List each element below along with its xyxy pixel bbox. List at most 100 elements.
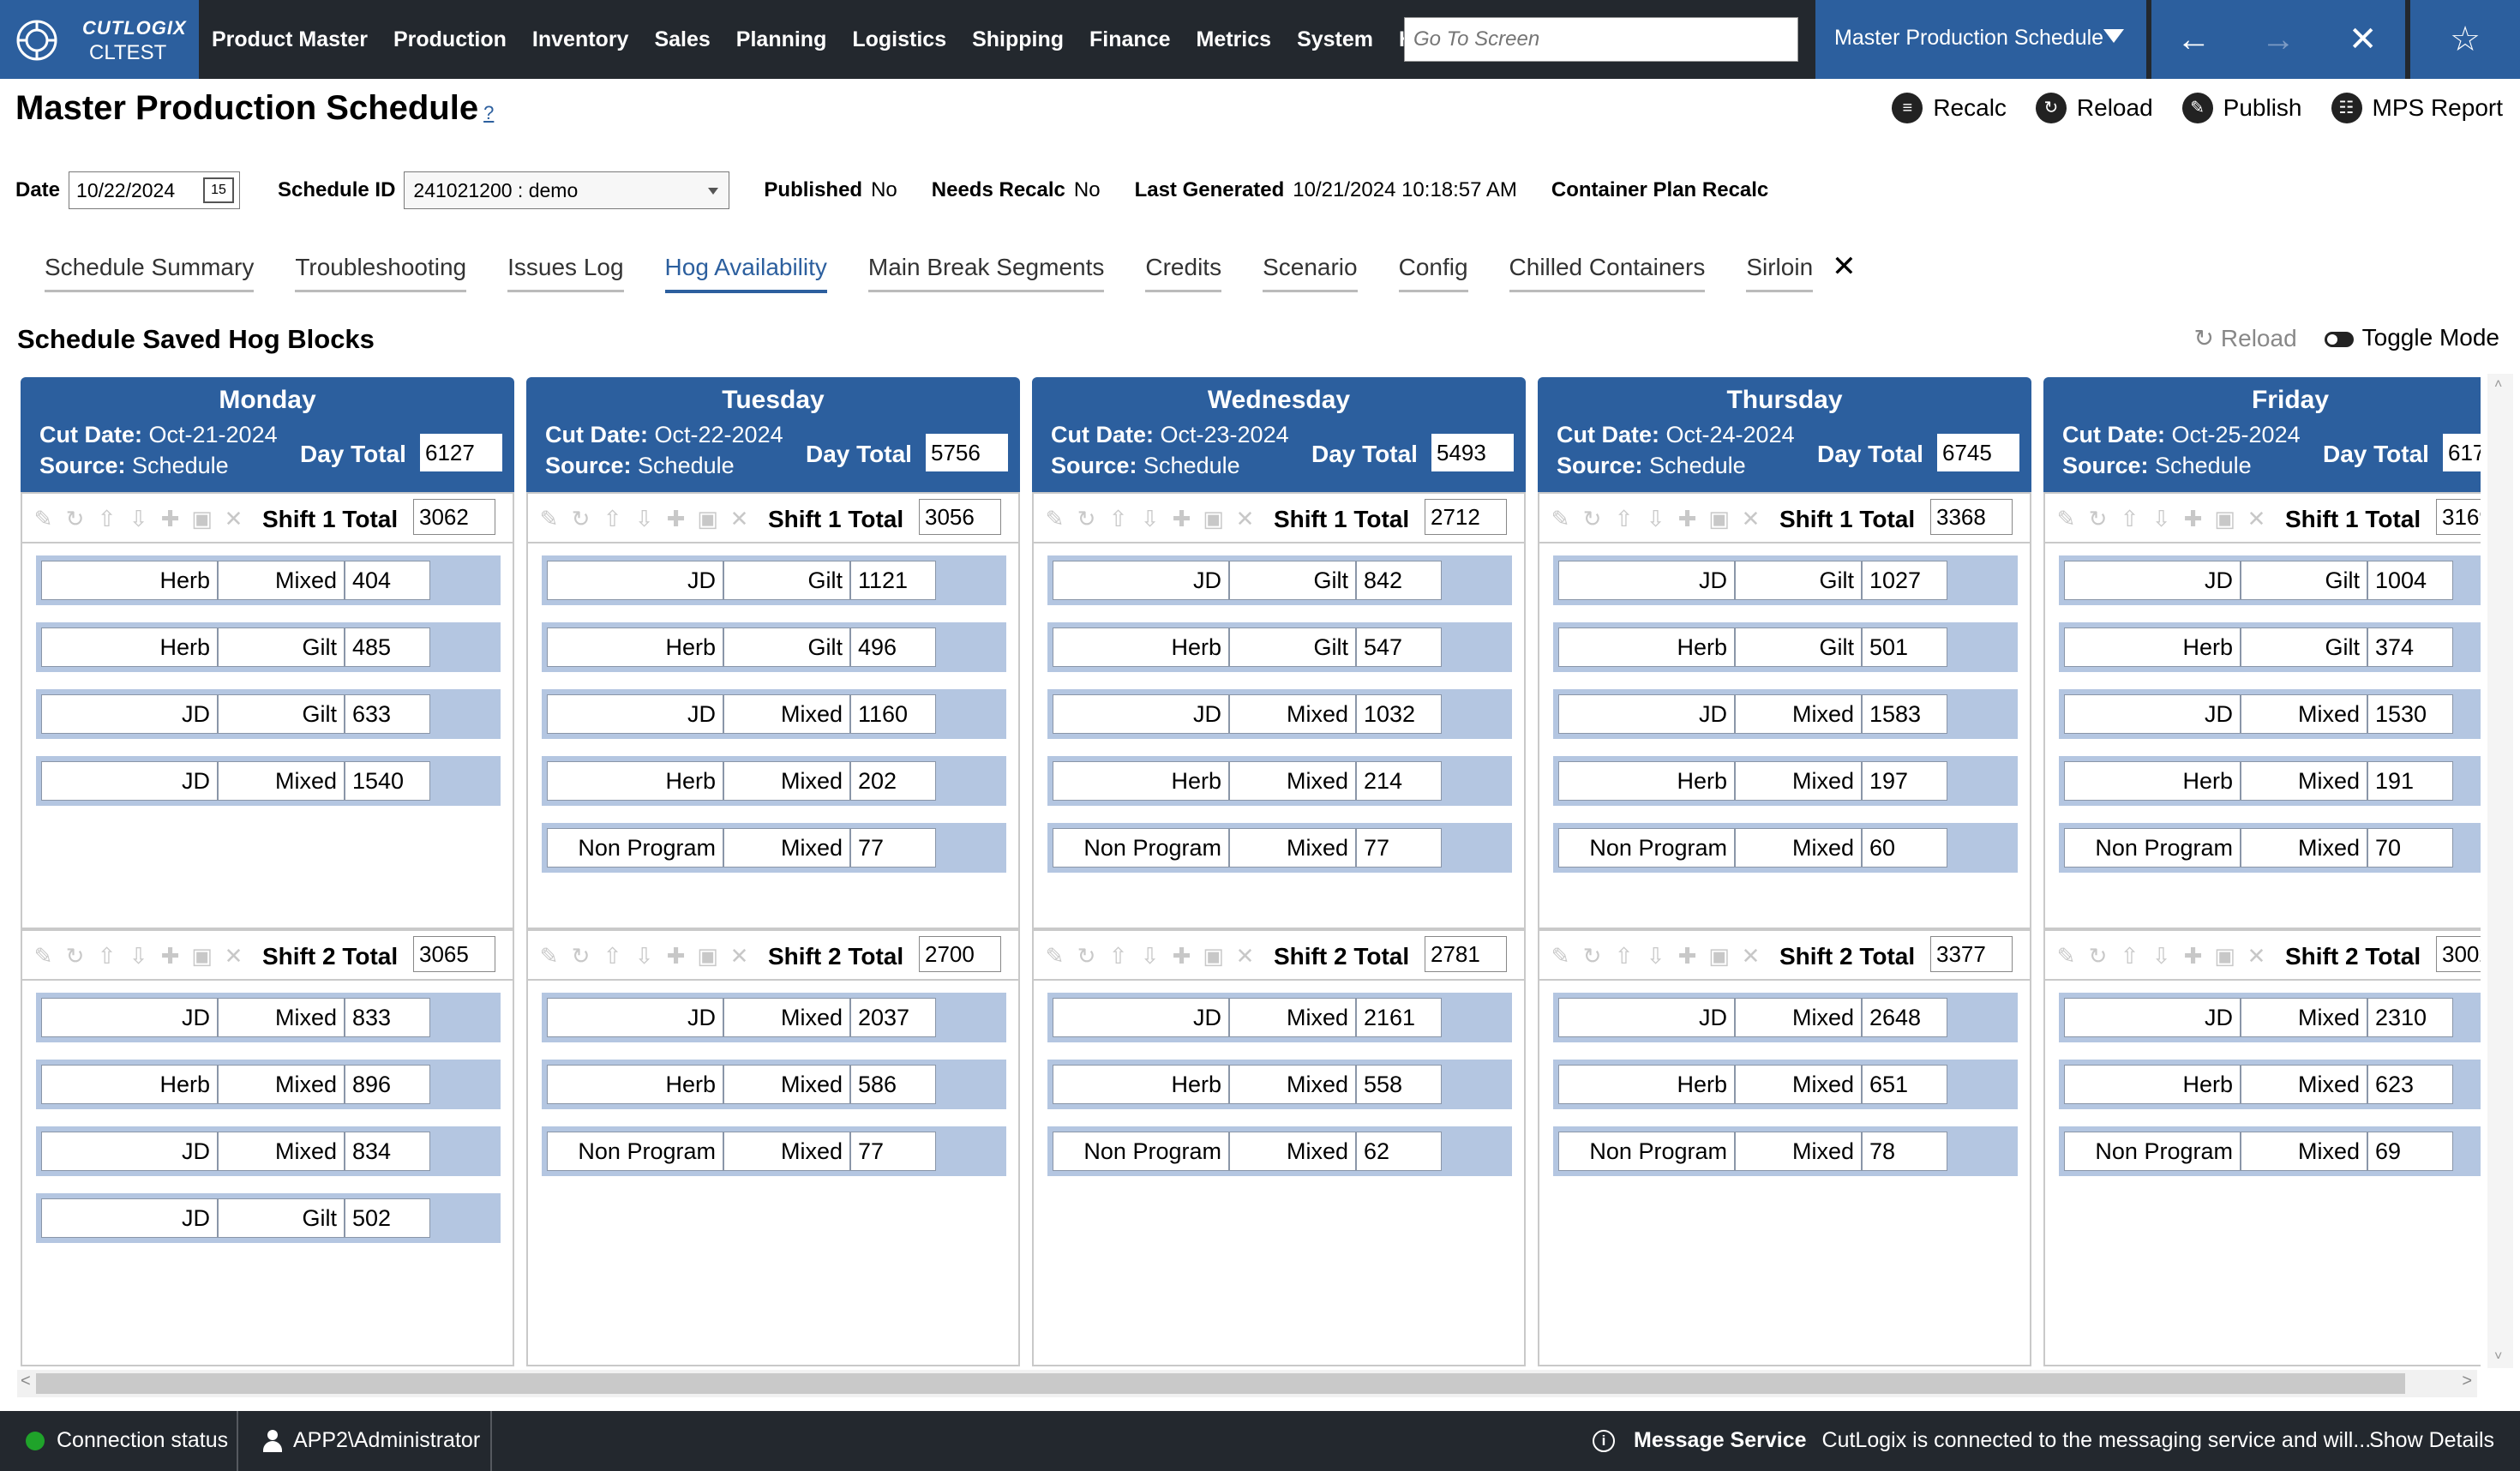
hog-sex-field[interactable]: Gilt [1735,627,1862,667]
edit-icon[interactable]: ✎ [33,943,53,969]
menu-production[interactable]: Production [393,27,507,51]
hog-count-field[interactable]: 191 [2367,761,2453,801]
hog-count-field[interactable]: 202 [850,761,936,801]
hog-sex-field[interactable]: Mixed [1229,761,1356,801]
move-up-icon[interactable]: ⇧ [603,943,622,969]
edit-icon[interactable]: ✎ [1045,506,1065,531]
add-icon[interactable]: ✚ [2183,506,2203,531]
shift-total-field[interactable]: 3065 [413,936,495,972]
hog-sex-field[interactable]: Gilt [218,627,345,667]
move-up-icon[interactable]: ⇧ [1108,506,1128,531]
day-total-field[interactable]: 5493 [1431,434,1514,471]
app-logo[interactable]: CUTLOGIX CLTEST [0,0,199,79]
move-up-icon[interactable]: ⇧ [1614,506,1634,531]
help-link[interactable]: ? [483,102,495,123]
hog-program-field[interactable]: Non Program [2064,1132,2241,1171]
add-icon[interactable]: ✚ [666,506,686,531]
hog-count-field[interactable]: 404 [345,561,430,600]
edit-icon[interactable]: ✎ [539,943,559,969]
hog-sex-field[interactable]: Mixed [2241,761,2367,801]
move-down-icon[interactable]: ⇩ [1646,506,1665,531]
hog-count-field[interactable]: 1583 [1862,694,1947,734]
hog-sex-field[interactable]: Gilt [218,1198,345,1238]
move-up-icon[interactable]: ⇧ [2120,506,2139,531]
save-icon[interactable]: ▣ [2214,943,2235,969]
delete-icon[interactable]: ✕ [729,506,749,531]
shift-total-field[interactable]: 3169 [2436,499,2481,535]
hog-count-field[interactable]: 586 [850,1065,936,1104]
reset-icon[interactable]: ↻ [1582,943,1602,969]
hog-program-field[interactable]: JD [547,998,723,1037]
hog-count-field[interactable]: 501 [1862,627,1947,667]
hog-block-row[interactable]: Herb Mixed 214 [1047,756,1512,806]
hog-count-field[interactable]: 1121 [850,561,936,600]
day-total-field[interactable]: 6127 [420,434,502,471]
shift-total-field[interactable]: 3368 [1930,499,2013,535]
hog-block-row[interactable]: Non Program Mixed 60 [1553,823,2018,873]
delete-icon[interactable]: ✕ [1235,943,1255,969]
hog-program-field[interactable]: JD [1558,694,1735,734]
hog-sex-field[interactable]: Mixed [1735,1132,1862,1171]
hog-count-field[interactable]: 502 [345,1198,430,1238]
save-icon[interactable]: ▣ [191,506,213,531]
tab-schedule-summary[interactable]: Schedule Summary [45,254,255,292]
hog-sex-field[interactable]: Mixed [2241,694,2367,734]
hog-count-field[interactable]: 1027 [1862,561,1947,600]
hog-program-field[interactable]: Non Program [547,1132,723,1171]
hog-block-row[interactable]: Non Program Mixed 78 [1553,1126,2018,1176]
hog-sex-field[interactable]: Gilt [723,561,850,600]
hog-sex-field[interactable]: Mixed [1229,1065,1356,1104]
hog-sex-field[interactable]: Mixed [2241,1065,2367,1104]
hog-block-row[interactable]: Herb Gilt 374 [2059,622,2481,672]
reload-button[interactable]: ↻ Reload [2035,93,2153,123]
hog-program-field[interactable]: Herb [2064,1065,2241,1104]
tab-credits[interactable]: Credits [1145,254,1222,292]
hog-count-field[interactable]: 496 [850,627,936,667]
save-icon[interactable]: ▣ [1708,943,1730,969]
menu-system[interactable]: System [1297,27,1374,51]
hog-block-row[interactable]: JD Mixed 2310 [2059,993,2481,1042]
arrow-left-icon[interactable]: ← [2176,21,2211,58]
hog-block-row[interactable]: JD Mixed 1583 [1553,689,2018,739]
add-icon[interactable]: ✚ [2183,943,2203,969]
reset-icon[interactable]: ↻ [2088,506,2108,531]
hog-sex-field[interactable]: Gilt [218,694,345,734]
shift-total-field[interactable]: 3377 [1930,936,2013,972]
hog-sex-field[interactable]: Mixed [2241,998,2367,1037]
scrollbar-thumb[interactable] [36,1373,2405,1394]
arrow-right-icon[interactable]: → [2260,21,2295,58]
hog-sex-field[interactable]: Mixed [1735,998,1862,1037]
hog-program-field[interactable]: Herb [2064,627,2241,667]
hog-program-field[interactable]: JD [41,761,218,801]
hog-program-field[interactable]: Herb [41,561,218,600]
hog-block-row[interactable]: Herb Mixed 651 [1553,1060,2018,1109]
hog-block-row[interactable]: Herb Gilt 496 [542,622,1006,672]
add-icon[interactable]: ✚ [1677,506,1697,531]
hog-program-field[interactable]: JD [41,1198,218,1238]
date-picker[interactable]: 10/22/2024 15 [69,171,241,209]
move-down-icon[interactable]: ⇩ [1140,943,1160,969]
hog-block-row[interactable]: Herb Mixed 202 [542,756,1006,806]
move-up-icon[interactable]: ⇧ [97,943,117,969]
hog-program-field[interactable]: JD [1053,998,1229,1037]
shift-total-field[interactable]: 3002 [2436,936,2481,972]
hog-sex-field[interactable]: Mixed [218,561,345,600]
save-icon[interactable]: ▣ [191,943,213,969]
move-up-icon[interactable]: ⇧ [603,506,622,531]
show-details-link[interactable]: Show Details [2369,1428,2494,1452]
hog-program-field[interactable]: JD [547,561,723,600]
hog-program-field[interactable]: Non Program [1558,1132,1735,1171]
tab-config[interactable]: Config [1398,254,1468,292]
scroll-left-icon[interactable]: < [21,1372,31,1390]
hog-program-field[interactable]: JD [547,694,723,734]
edit-icon[interactable]: ✎ [2056,506,2076,531]
hog-block-row[interactable]: Non Program Mixed 69 [2059,1126,2481,1176]
save-icon[interactable]: ▣ [1203,506,1224,531]
delete-icon[interactable]: ✕ [224,943,243,969]
hog-block-row[interactable]: JD Gilt 842 [1047,555,1512,605]
hog-count-field[interactable]: 833 [345,998,430,1037]
hog-sex-field[interactable]: Mixed [1229,998,1356,1037]
hog-count-field[interactable]: 485 [345,627,430,667]
star-icon[interactable]: ☆ [2409,0,2520,79]
hog-count-field[interactable]: 1530 [2367,694,2453,734]
